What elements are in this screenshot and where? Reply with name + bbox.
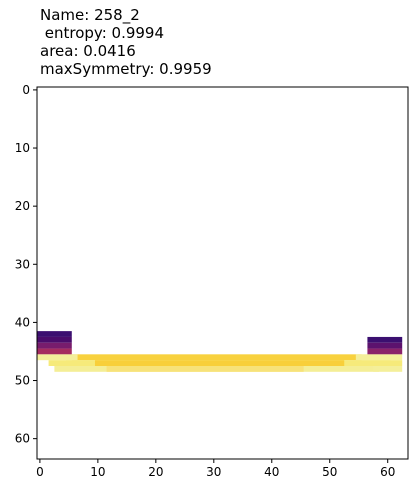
plot-background (37, 87, 408, 459)
y-tick-label: 20 (15, 199, 30, 213)
y-tick-label: 10 (15, 141, 30, 155)
heatmap-cell-block (367, 342, 403, 349)
x-axis: 0 10 20 30 40 50 60 (36, 459, 395, 479)
heatmap-cell-block (37, 342, 72, 349)
cells-layer (37, 87, 408, 459)
x-tick-label: 10 (90, 465, 105, 479)
heatmap-cell-block (37, 348, 72, 355)
heatmap-cell-block (37, 336, 72, 343)
heatmap-cell-block (373, 366, 403, 372)
y-tick-label: 50 (15, 374, 30, 388)
title-line-1: Name: 258_2 (40, 6, 140, 24)
x-tick-label: 0 (36, 465, 44, 479)
heatmap-cell-block (367, 348, 403, 355)
heatmap-cell-block (94, 360, 345, 366)
x-tick-label: 50 (322, 465, 337, 479)
title-line-2: entropy: 0.9994 (40, 24, 165, 42)
x-tick-label: 60 (380, 465, 395, 479)
x-tick-label: 40 (264, 465, 279, 479)
x-tick-label: 30 (206, 465, 221, 479)
heatmap-cell-block (37, 331, 72, 337)
y-tick-label: 40 (15, 315, 30, 329)
plot-frame (36, 86, 409, 460)
y-tick-label: 0 (22, 83, 30, 97)
title-line-3: area: 0.0416 (40, 42, 136, 60)
heatmap-cell-block (71, 354, 362, 361)
heatmap-cell-block (37, 354, 78, 361)
heatmap-cell-block (106, 366, 304, 372)
y-tick-label: 30 (15, 257, 30, 271)
heatmap-cell-block (367, 336, 403, 343)
title-line-4: maxSymmetry: 0.9959 (40, 60, 212, 78)
x-tick-label: 20 (148, 465, 163, 479)
heatmap-cell-block (355, 354, 403, 361)
y-tick-label: 60 (15, 432, 30, 446)
y-axis: 0 10 20 30 40 50 60 (15, 83, 37, 446)
